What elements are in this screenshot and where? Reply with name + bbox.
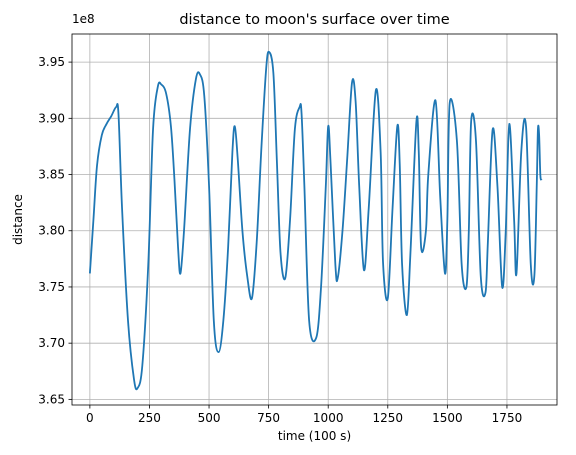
y-tick-label: 3.65	[38, 392, 65, 406]
x-tick-label: 250	[138, 411, 161, 425]
chart-title: distance to moon's surface over time	[179, 12, 449, 28]
x-tick-label: 750	[257, 411, 280, 425]
y-axis-ticks: 3.65 3.70 3.75 3.80 3.85 3.90 3.95	[38, 55, 72, 406]
x-axis-label: time (100 s)	[278, 429, 351, 443]
grid-lines	[72, 34, 557, 405]
y-axis-offset-label: 1e8	[72, 12, 95, 26]
x-tick-label: 0	[86, 411, 94, 425]
y-tick-label: 3.85	[38, 168, 65, 182]
y-tick-label: 3.95	[38, 55, 65, 69]
y-tick-label: 3.70	[38, 336, 65, 350]
y-axis-label: distance	[11, 194, 25, 245]
y-tick-label: 3.90	[38, 111, 65, 125]
x-tick-label: 1250	[373, 411, 404, 425]
x-tick-label: 500	[198, 411, 221, 425]
x-tick-label: 1500	[432, 411, 463, 425]
y-tick-label: 3.75	[38, 280, 65, 294]
axes-frame	[71, 33, 558, 406]
series-line	[88, 50, 543, 391]
plot-area	[88, 50, 543, 391]
y-tick-label: 3.80	[38, 224, 65, 238]
x-tick-label: 1000	[313, 411, 344, 425]
x-axis-ticks: 0 250 500 750 1000 1250 1500 1750	[86, 405, 522, 425]
x-tick-label: 1750	[492, 411, 523, 425]
